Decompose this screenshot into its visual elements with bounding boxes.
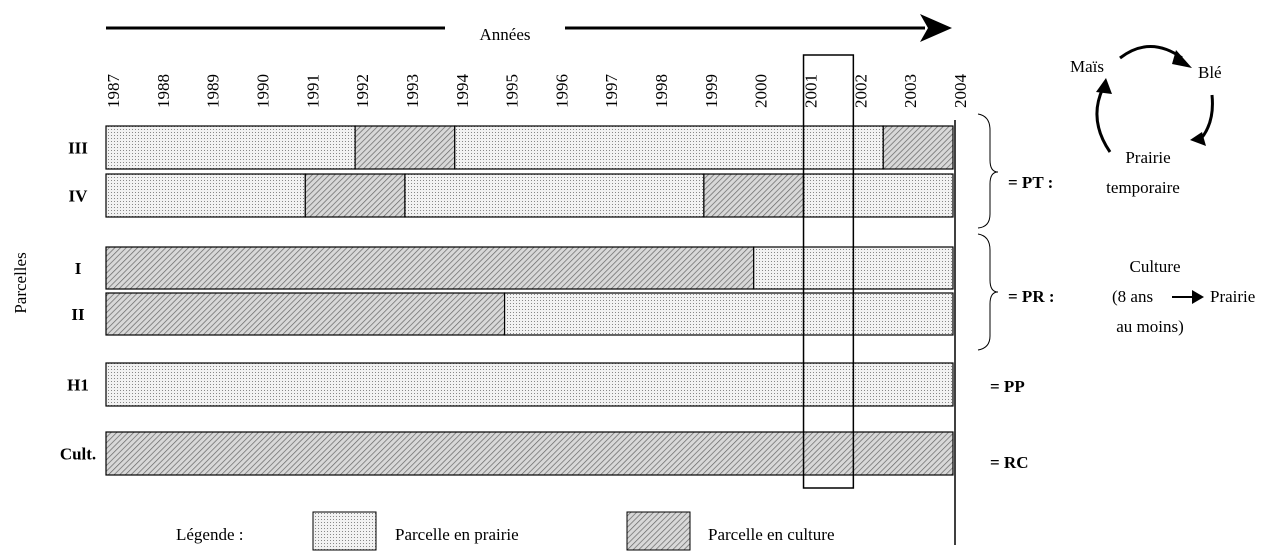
year-label: 2001	[802, 74, 821, 108]
note: (8 ans	[1112, 287, 1153, 306]
axis-title: Années	[480, 25, 531, 44]
arrow-head	[1192, 290, 1204, 304]
row-label: III	[68, 139, 88, 158]
segment	[105, 246, 755, 290]
row-label: H1	[67, 376, 89, 395]
arrow-head	[920, 14, 952, 42]
group-label: = PT :	[1008, 173, 1053, 192]
row-label: II	[71, 305, 85, 324]
segment	[802, 173, 954, 218]
cycle-label: Prairie	[1125, 148, 1170, 167]
cycle-arrow	[1095, 87, 1112, 153]
year-label: 1992	[353, 74, 372, 108]
y-label: Parcelles	[11, 252, 30, 313]
year-label: 1991	[303, 74, 322, 108]
year-label: 2003	[901, 74, 920, 108]
row-label: IV	[69, 187, 89, 206]
group-label: = RC	[990, 453, 1029, 472]
arrow-head	[1172, 50, 1192, 68]
brace	[977, 113, 999, 229]
legend-swatch	[626, 511, 691, 551]
segment	[105, 173, 306, 218]
segment	[105, 362, 954, 407]
segment	[882, 125, 954, 170]
year-label: 1994	[453, 74, 472, 109]
segment	[354, 125, 456, 170]
row-label: I	[75, 259, 82, 278]
year-label: 1987	[104, 74, 123, 109]
segment	[703, 173, 805, 218]
year-label: 1995	[503, 74, 522, 108]
segment	[105, 292, 506, 336]
cycle-label: temporaire	[1106, 178, 1180, 197]
note: Prairie	[1210, 287, 1255, 306]
segment	[404, 173, 705, 218]
legend-title: Légende :	[176, 525, 244, 544]
year-label: 1993	[403, 74, 422, 108]
year-label: 1998	[652, 74, 671, 108]
year-label: 1990	[253, 74, 272, 108]
year-label: 1988	[154, 74, 173, 108]
year-label: 2002	[851, 74, 870, 108]
row-label: Cult.	[60, 445, 96, 464]
group-label: = PP	[990, 377, 1025, 396]
year-label: 1989	[204, 74, 223, 108]
year-label: 2004	[951, 74, 970, 109]
brace	[977, 233, 999, 351]
arrow-head	[1096, 78, 1112, 94]
segment	[503, 292, 954, 336]
legend-item: Parcelle en prairie	[395, 525, 519, 544]
year-label: 1999	[702, 74, 721, 108]
note: Culture	[1130, 257, 1181, 276]
year-label: 1997	[602, 74, 621, 109]
note: au moins)	[1116, 317, 1184, 336]
legend-item: Parcelle en culture	[708, 525, 835, 544]
group-label: = PR :	[1008, 287, 1055, 306]
segment	[454, 125, 884, 170]
cycle-arrow	[1119, 45, 1183, 60]
year-label: 2000	[752, 74, 771, 108]
segment	[304, 173, 406, 218]
legend-swatch	[312, 511, 377, 551]
cycle-label: Blé	[1198, 63, 1222, 82]
year-label: 1996	[552, 74, 571, 108]
arrow-head	[1190, 132, 1206, 146]
segment	[105, 125, 356, 170]
highlight-box	[802, 54, 855, 489]
segment	[105, 431, 954, 476]
cycle-label: Maïs	[1070, 57, 1104, 76]
